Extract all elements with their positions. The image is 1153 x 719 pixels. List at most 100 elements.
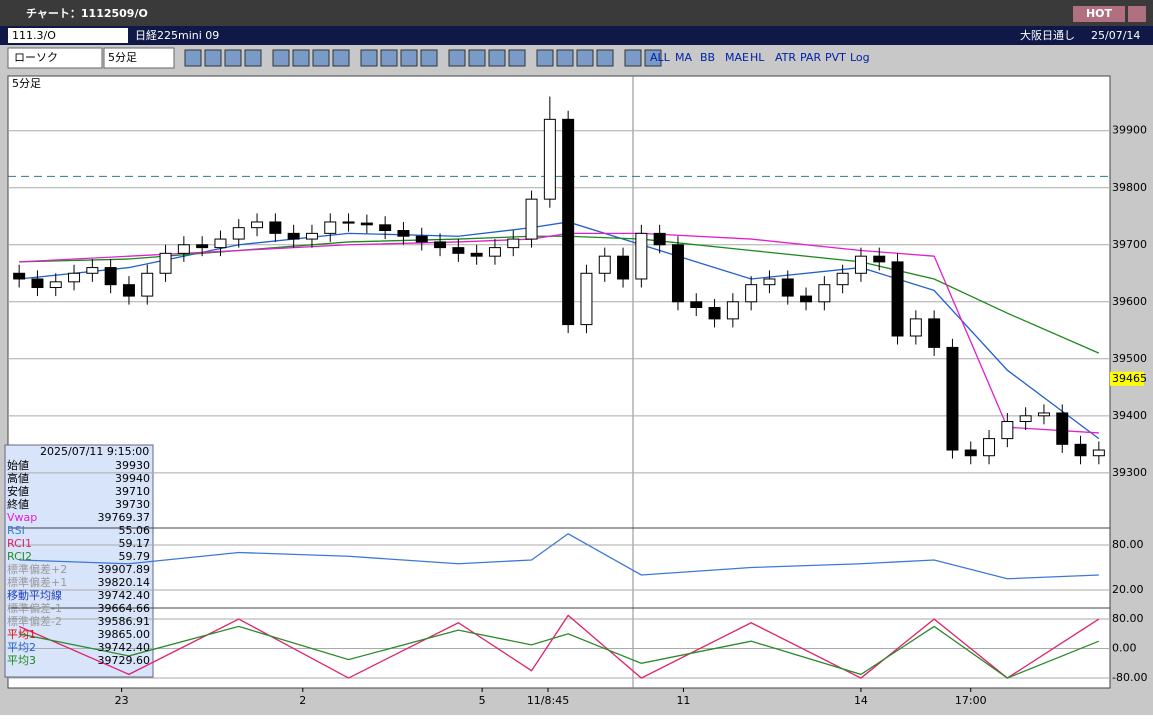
candle-body [909, 318, 922, 337]
period-select[interactable] [103, 47, 175, 69]
candle-body [1001, 421, 1014, 440]
tool-icon [380, 49, 398, 67]
candle-body [232, 227, 245, 240]
tool-icon-label: Log [850, 51, 870, 64]
candle-body [763, 278, 776, 286]
tool-icon [448, 49, 466, 67]
x-tick-label: 14 [854, 694, 868, 707]
tool-icon [596, 49, 614, 67]
candle-body [251, 221, 264, 229]
candle-body [434, 241, 447, 249]
candle-body [1037, 412, 1050, 417]
candle-body [214, 238, 227, 249]
candle-body [964, 449, 977, 457]
info-value: 39930 [115, 459, 150, 472]
info-value: 55.06 [119, 524, 151, 537]
header-date: 25/07/14 [1091, 29, 1140, 42]
tool-icon [624, 49, 642, 67]
info-value: 39865.00 [98, 628, 151, 641]
info-value: 39742.40 [98, 589, 151, 602]
info-label: 安値 [7, 484, 29, 498]
tool-icon [204, 49, 222, 67]
info-label: 標準偏差+2 [7, 562, 67, 576]
candle-body [159, 252, 172, 274]
candle-body [1019, 415, 1032, 423]
info-label: 高値 [7, 471, 29, 485]
tool-icon-label: HL [750, 51, 765, 64]
candle-body [617, 255, 630, 280]
tool-icon [556, 49, 574, 67]
x-tick-label: 5 [479, 694, 486, 707]
candle-body [122, 284, 135, 297]
y-tick-label: 39600 [1112, 295, 1147, 308]
x-tick-label: 17:00 [955, 694, 987, 707]
info-label: RCI1 [7, 537, 32, 550]
candle-body [269, 221, 282, 234]
tool-icon [292, 49, 310, 67]
tool-icon [360, 49, 378, 67]
info-value: 39907.89 [98, 563, 151, 576]
tool-icon-label: MA [675, 51, 692, 64]
info-label: 移動平均線 [7, 588, 62, 602]
candle-body [507, 238, 520, 249]
header-bar [0, 26, 1153, 45]
candle-body [452, 247, 465, 254]
candle-body [580, 272, 593, 326]
tool-icon [508, 49, 526, 67]
y-tick-label: -80.00 [1112, 671, 1147, 684]
candle-body [379, 224, 392, 232]
candle-body [86, 267, 99, 274]
info-label: 標準偏差+1 [7, 575, 67, 589]
candle-body [562, 118, 575, 326]
info-value: 59.17 [119, 537, 151, 550]
tool-icon-label: ATR [775, 51, 796, 64]
kind-select[interactable] [7, 47, 103, 69]
info-value: 39729.60 [98, 654, 151, 667]
candle-body [196, 244, 209, 249]
tool-icon [244, 49, 262, 67]
tool-icon [332, 49, 350, 67]
info-label: RCI2 [7, 550, 32, 563]
tool-icon [488, 49, 506, 67]
candle-body [708, 306, 721, 320]
period: 5分足 [108, 51, 137, 64]
candle-body [141, 272, 154, 297]
candle-body [671, 244, 684, 303]
candle-body [854, 255, 867, 274]
code-select[interactable] [8, 28, 128, 43]
candle-body [983, 438, 996, 457]
tool-icon [536, 49, 554, 67]
info-value: 39940 [115, 472, 150, 485]
y-tick-label: 39900 [1112, 124, 1147, 137]
candle-body [598, 255, 611, 274]
candle-body [635, 232, 648, 280]
candle-body [342, 221, 355, 224]
candle-body [177, 244, 190, 254]
candle-body [1092, 449, 1105, 457]
code: 111.3/O [12, 29, 56, 42]
tool-icon [468, 49, 486, 67]
candle-body [873, 255, 886, 263]
info-label: 終値 [7, 497, 29, 511]
x-tick-label: 11 [676, 694, 690, 707]
x-tick-label: 2 [299, 694, 306, 707]
tool-icon [184, 49, 202, 67]
candle-body [891, 261, 904, 337]
tool-icon [224, 49, 242, 67]
tool-icon-label: PVT [825, 51, 846, 64]
candle-body [324, 221, 337, 234]
candle-body [690, 301, 703, 308]
info-time: 2025/07/11 9:15:00 [40, 445, 149, 458]
tool-icon [644, 49, 662, 67]
y-tick-label: 39800 [1112, 181, 1147, 194]
x-tick-label: 11/8:45 [527, 694, 569, 707]
info-value: 39710 [115, 485, 150, 498]
y-tick-label: 39700 [1112, 238, 1147, 251]
hot-button[interactable] [1073, 6, 1125, 22]
last-price: 39465 [1112, 372, 1147, 385]
close-button[interactable] [1128, 6, 1146, 22]
candle-body [415, 235, 428, 243]
y-tick-label: 20.00 [1112, 583, 1144, 596]
info-value: 39769.37 [98, 511, 151, 524]
